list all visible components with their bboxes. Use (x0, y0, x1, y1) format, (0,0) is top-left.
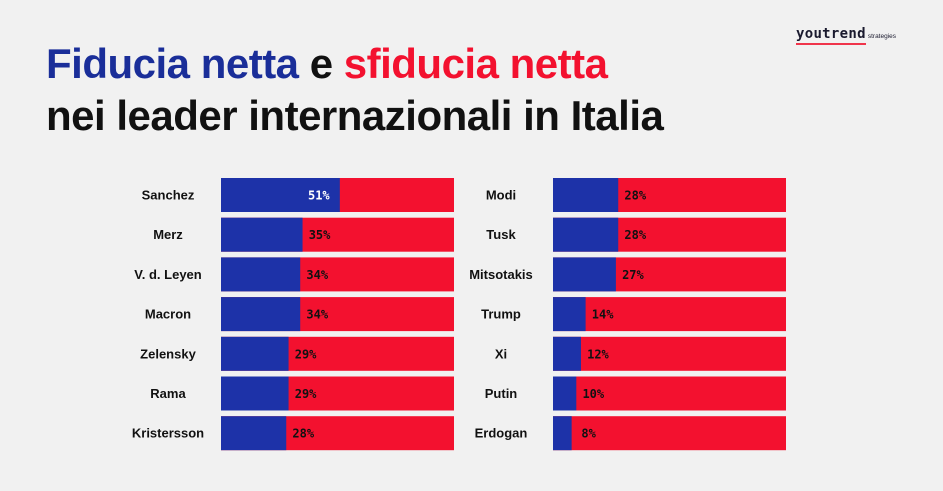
distrust-bar-erdogan (553, 416, 786, 451)
leader-label-modi: Modi (486, 188, 516, 203)
leader-label-v-d-leyen: V. d. Leyen (134, 267, 201, 282)
trust-bar-xi (553, 336, 581, 371)
trust-bar-macron (221, 297, 301, 332)
value-label-macron: 34% (306, 308, 328, 322)
value-label-sanchez: 51% (308, 189, 330, 203)
chart-panel-1: Sanchez 51% Merz 35% V. d. Leyen 34% Macron 34%… (132, 178, 454, 451)
value-label-rama: 29% (295, 387, 317, 401)
value-label-v-d-leyen: 34% (306, 268, 328, 282)
distrust-bar-xi (553, 336, 786, 371)
distrust-bar-putin (553, 376, 786, 411)
leader-label-kristersson: Kristersson (132, 426, 204, 441)
value-label-trump: 14% (592, 308, 614, 322)
trust-bar-kristersson (221, 416, 287, 451)
brand-suffix: strategies (867, 33, 897, 40)
value-label-kristersson: 28% (292, 427, 314, 441)
value-label-xi: 12% (587, 347, 609, 361)
value-label-mitsotakis: 27% (622, 268, 644, 282)
title-connector: e (309, 40, 333, 87)
chart-panel-2: Modi 28% Tusk 28% Mitsotakis 27% Trump 14% Xi 12%… (469, 178, 786, 451)
leader-label-zelensky: Zelensky (140, 346, 196, 361)
leader-label-mitsotakis: Mitsotakis (469, 267, 533, 282)
value-label-modi: 28% (624, 189, 646, 203)
leader-label-rama: Rama (150, 386, 186, 401)
trust-bar-tusk (553, 217, 619, 252)
brand-logo: youtrend strategies (796, 26, 897, 45)
leader-label-xi: Xi (495, 346, 507, 361)
trust-bar-trump (553, 297, 586, 332)
trust-bar-putin (553, 376, 577, 411)
value-label-erdogan: 8% (581, 427, 596, 441)
trust-bar-mitsotakis (553, 257, 616, 292)
leader-label-trump: Trump (481, 307, 521, 322)
trust-bar-v-d-leyen (221, 257, 301, 292)
leader-label-tusk: Tusk (486, 227, 516, 242)
brand-name: youtrend (796, 26, 866, 45)
value-label-merz: 35% (309, 228, 331, 242)
leader-label-putin: Putin (485, 386, 518, 401)
leader-label-merz: Merz (153, 227, 183, 242)
page-title: Fiducia netta e sfiducia netta nei leade… (46, 38, 664, 142)
title-trust: Fiducia netta (46, 40, 299, 87)
trust-bar-sanchez (221, 178, 340, 212)
title-line2: nei leader internazionali in Italia (46, 92, 664, 139)
value-label-putin: 10% (582, 387, 604, 401)
leader-label-macron: Macron (145, 307, 191, 322)
leader-label-sanchez: Sanchez (142, 188, 195, 203)
trust-bar-rama (221, 376, 289, 411)
leader-label-erdogan: Erdogan (475, 426, 528, 441)
trust-bar-erdogan (553, 416, 572, 451)
value-label-tusk: 28% (624, 228, 646, 242)
value-label-zelensky: 29% (295, 347, 317, 361)
trust-bar-zelensky (221, 336, 289, 371)
title-distrust: sfiducia netta (343, 40, 608, 87)
trust-bar-merz (221, 217, 303, 252)
trust-bar-modi (553, 178, 619, 212)
distrust-bar-trump (553, 297, 786, 332)
